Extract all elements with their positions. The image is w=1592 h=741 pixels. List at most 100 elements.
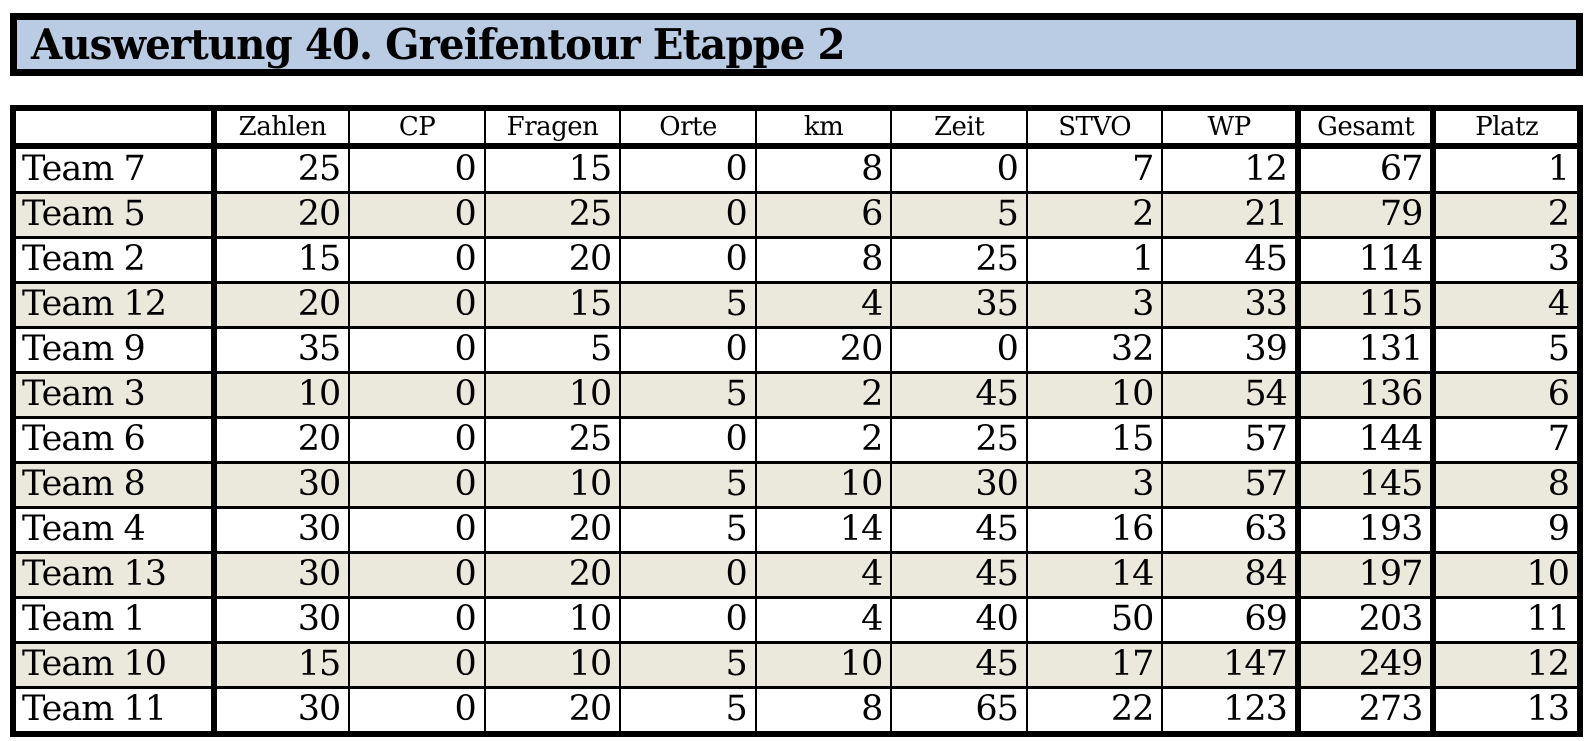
cell-km: 4 [754, 551, 893, 599]
cell-fragen: 20 [483, 551, 622, 599]
cell-fragen: 5 [483, 326, 622, 374]
table-row: Team 5 20 0 25 0 6 5 2 21 79 2 [12, 191, 1581, 239]
cell-km: 20 [754, 326, 893, 374]
table-row: Team 8 30 0 10 5 10 30 3 57 145 8 [12, 461, 1581, 509]
cell-platz: 9 [1432, 506, 1581, 554]
cell-zeit: 45 [890, 641, 1028, 689]
cell-fragen: 20 [483, 686, 622, 736]
cell-stvo: 3 [1025, 461, 1164, 509]
column-header-zeit: Zeit [890, 107, 1028, 149]
cell-gesamt: 67 [1294, 144, 1437, 194]
cell-km: 4 [754, 596, 893, 644]
cell-zeit: 65 [890, 686, 1028, 736]
cell-platz: 12 [1432, 641, 1581, 689]
cell-stvo: 16 [1025, 506, 1164, 554]
table-row: Team 13 30 0 20 0 4 45 14 84 197 10 [12, 551, 1581, 599]
cell-zeit: 5 [890, 191, 1028, 239]
cell-km: 10 [754, 641, 893, 689]
column-header-cp: CP [348, 107, 486, 149]
column-header-orte: Orte [619, 107, 757, 149]
cell-gesamt: 115 [1294, 281, 1437, 329]
cell-orte: 5 [619, 506, 757, 554]
cell-stvo: 17 [1025, 641, 1164, 689]
cell-wp: 54 [1161, 371, 1299, 419]
cell-zeit: 0 [890, 326, 1028, 374]
team-name-cell: Team 5 [12, 191, 217, 239]
cell-wp: 63 [1161, 506, 1299, 554]
cell-zahlen: 30 [212, 461, 351, 509]
cell-platz: 1 [1432, 144, 1581, 194]
cell-km: 14 [754, 506, 893, 554]
table-row: Team 1 30 0 10 0 4 40 50 69 203 11 [12, 596, 1581, 644]
column-header-zahlen: Zahlen [212, 107, 351, 149]
cell-wp: 57 [1161, 416, 1299, 464]
cell-orte: 0 [619, 236, 757, 284]
team-name-cell: Team 3 [12, 371, 217, 419]
cell-orte: 5 [619, 281, 757, 329]
cell-stvo: 15 [1025, 416, 1164, 464]
cell-stvo: 3 [1025, 281, 1164, 329]
cell-gesamt: 197 [1294, 551, 1437, 599]
table-row: Team 10 15 0 10 5 10 45 17 147 249 12 [12, 641, 1581, 689]
cell-cp: 0 [348, 144, 486, 194]
cell-orte: 0 [619, 551, 757, 599]
cell-gesamt: 203 [1294, 596, 1437, 644]
cell-orte: 5 [619, 641, 757, 689]
cell-platz: 10 [1432, 551, 1581, 599]
cell-cp: 0 [348, 506, 486, 554]
cell-zahlen: 20 [212, 191, 351, 239]
cell-wp: 39 [1161, 326, 1299, 374]
cell-platz: 4 [1432, 281, 1581, 329]
cell-wp: 84 [1161, 551, 1299, 599]
cell-gesamt: 79 [1294, 191, 1437, 239]
table-row: Team 11 30 0 20 5 8 65 22 123 273 13 [12, 686, 1581, 736]
cell-km: 8 [754, 144, 893, 194]
cell-cp: 0 [348, 461, 486, 509]
team-name-cell: Team 7 [12, 144, 217, 194]
team-name-cell: Team 13 [12, 551, 217, 599]
cell-platz: 13 [1432, 686, 1581, 736]
cell-platz: 2 [1432, 191, 1581, 239]
team-name-cell: Team 2 [12, 236, 217, 284]
cell-zahlen: 30 [212, 551, 351, 599]
cell-zahlen: 15 [212, 236, 351, 284]
column-header-stvo: STVO [1025, 107, 1164, 149]
cell-zahlen: 20 [212, 281, 351, 329]
cell-km: 4 [754, 281, 893, 329]
cell-platz: 11 [1432, 596, 1581, 644]
cell-orte: 0 [619, 596, 757, 644]
cell-wp: 33 [1161, 281, 1299, 329]
cell-stvo: 10 [1025, 371, 1164, 419]
cell-platz: 3 [1432, 236, 1581, 284]
team-column-header [12, 107, 217, 149]
cell-orte: 0 [619, 416, 757, 464]
cell-zeit: 45 [890, 371, 1028, 419]
cell-fragen: 15 [483, 281, 622, 329]
cell-platz: 6 [1432, 371, 1581, 419]
page-title: Auswertung 40. Greifentour Etappe 2 [31, 20, 846, 69]
cell-zahlen: 30 [212, 686, 351, 736]
cell-cp: 0 [348, 416, 486, 464]
table-row: Team 2 15 0 20 0 8 25 1 45 114 3 [12, 236, 1581, 284]
cell-zahlen: 10 [212, 371, 351, 419]
team-name-cell: Team 10 [12, 641, 217, 689]
cell-cp: 0 [348, 281, 486, 329]
cell-platz: 7 [1432, 416, 1581, 464]
cell-gesamt: 114 [1294, 236, 1437, 284]
header-row: Zahlen CP Fragen Orte km Zeit STVO WP Gesamt Plat… [12, 107, 1581, 149]
cell-fragen: 10 [483, 596, 622, 644]
cell-zeit: 0 [890, 144, 1028, 194]
cell-fragen: 10 [483, 371, 622, 419]
cell-cp: 0 [348, 191, 486, 239]
cell-fragen: 10 [483, 461, 622, 509]
cell-zeit: 35 [890, 281, 1028, 329]
cell-wp: 123 [1161, 686, 1299, 736]
team-name-cell: Team 12 [12, 281, 217, 329]
cell-wp: 57 [1161, 461, 1299, 509]
cell-platz: 8 [1432, 461, 1581, 509]
cell-zeit: 25 [890, 416, 1028, 464]
cell-km: 6 [754, 191, 893, 239]
cell-wp: 21 [1161, 191, 1299, 239]
cell-orte: 5 [619, 371, 757, 419]
